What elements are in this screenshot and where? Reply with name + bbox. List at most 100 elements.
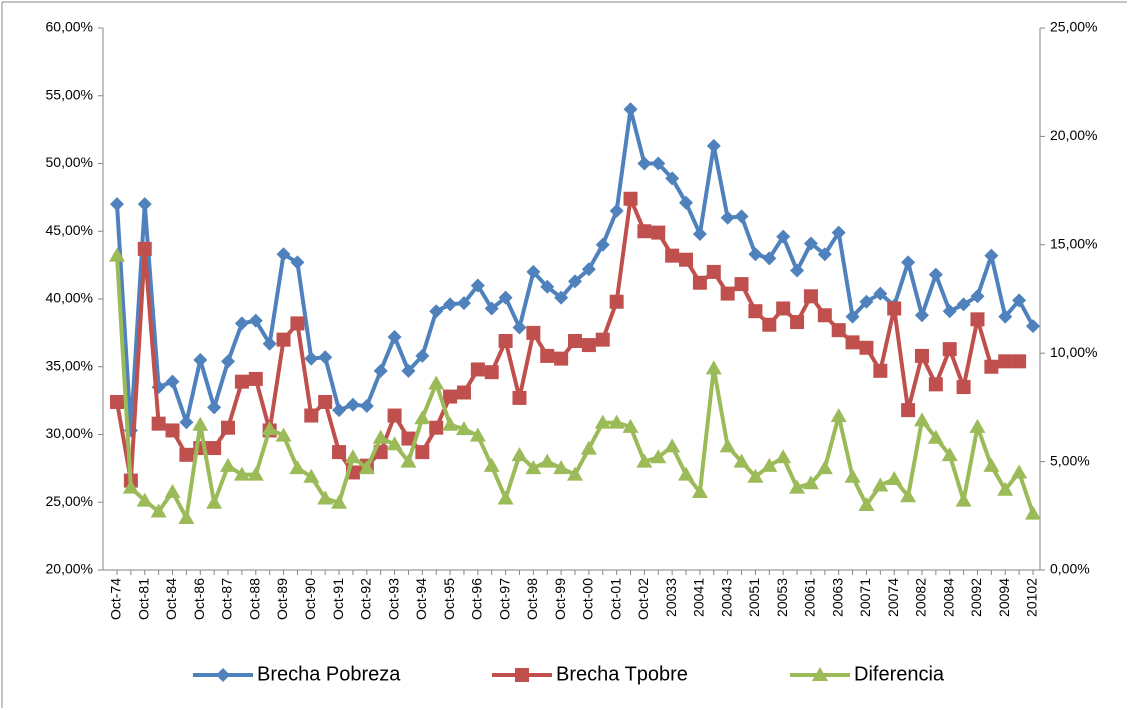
data-point bbox=[179, 447, 194, 462]
data-point bbox=[469, 427, 486, 442]
data-point bbox=[928, 377, 943, 392]
data-point bbox=[318, 394, 333, 409]
data-point bbox=[401, 363, 416, 378]
data-point bbox=[428, 375, 445, 390]
x-tick-label: Oct-93 bbox=[385, 578, 401, 620]
y2-tick-label: 25,00% bbox=[1050, 19, 1097, 35]
data-point bbox=[956, 380, 971, 395]
data-point bbox=[859, 294, 874, 309]
data-point bbox=[998, 309, 1013, 324]
y2-tick-label: 5,00% bbox=[1050, 452, 1090, 468]
data-point bbox=[358, 460, 375, 475]
data-point bbox=[998, 354, 1013, 369]
data-point bbox=[706, 138, 721, 153]
legend-label: Diferencia bbox=[854, 663, 945, 685]
data-point bbox=[762, 317, 777, 332]
data-point bbox=[1012, 293, 1027, 308]
x-tick-label: Oct-99 bbox=[552, 578, 568, 620]
data-point bbox=[484, 301, 499, 316]
y-tick-label: 60,00% bbox=[46, 19, 93, 35]
data-point bbox=[484, 365, 499, 380]
x-tick-label: Oct-94 bbox=[413, 578, 429, 620]
data-point bbox=[595, 237, 610, 252]
data-point bbox=[873, 286, 888, 301]
data-point bbox=[164, 483, 181, 498]
data-point bbox=[178, 509, 195, 524]
x-tick-label: Oct-88 bbox=[246, 578, 262, 620]
data-point bbox=[497, 490, 514, 505]
data-point bbox=[664, 438, 681, 453]
data-point bbox=[776, 301, 791, 316]
data-point bbox=[233, 466, 250, 481]
data-point bbox=[623, 102, 638, 117]
x-tick-label: 20041 bbox=[691, 578, 707, 617]
data-point bbox=[775, 449, 792, 464]
data-point bbox=[415, 445, 430, 460]
data-point bbox=[179, 415, 194, 430]
data-point bbox=[137, 197, 152, 212]
data-point bbox=[873, 363, 888, 378]
x-tick-label: Oct-89 bbox=[274, 578, 290, 620]
data-point bbox=[817, 247, 832, 262]
data-point bbox=[553, 460, 570, 475]
data-point bbox=[984, 359, 999, 374]
legend-marker bbox=[515, 668, 529, 682]
data-point bbox=[234, 316, 249, 331]
x-tick-label: Oct-87 bbox=[219, 578, 235, 620]
y-tick-label: 30,00% bbox=[46, 425, 93, 441]
data-point bbox=[221, 420, 236, 435]
data-point bbox=[720, 210, 735, 225]
data-point bbox=[997, 481, 1014, 496]
data-point bbox=[789, 479, 806, 494]
data-point bbox=[1011, 464, 1028, 479]
x-tick-label: Oct-01 bbox=[607, 578, 623, 620]
data-point bbox=[692, 275, 707, 290]
data-point bbox=[276, 247, 291, 262]
data-point bbox=[830, 408, 847, 423]
data-point bbox=[387, 329, 402, 344]
data-point bbox=[790, 315, 805, 330]
data-point bbox=[248, 313, 263, 328]
data-point bbox=[844, 468, 861, 483]
x-tick-label: Oct-84 bbox=[163, 578, 179, 620]
data-point bbox=[443, 297, 458, 312]
legend-label: Brecha Tpobre bbox=[556, 663, 688, 685]
data-point bbox=[845, 309, 860, 324]
x-tick-label: Oct-98 bbox=[524, 578, 540, 620]
data-point bbox=[207, 441, 222, 456]
data-point bbox=[526, 325, 541, 340]
data-point bbox=[748, 304, 763, 319]
data-point bbox=[304, 408, 319, 423]
data-point bbox=[679, 252, 694, 267]
data-point bbox=[122, 479, 139, 494]
data-point bbox=[900, 488, 917, 503]
data-point bbox=[290, 316, 305, 331]
x-tick-label: 20074 bbox=[885, 578, 901, 617]
data-point bbox=[651, 225, 666, 240]
data-point bbox=[276, 332, 291, 347]
data-point bbox=[831, 225, 846, 240]
data-point bbox=[594, 414, 611, 429]
data-point bbox=[109, 247, 125, 262]
data-point bbox=[762, 251, 777, 266]
data-point bbox=[304, 351, 319, 366]
data-point bbox=[608, 414, 625, 429]
data-point bbox=[636, 453, 653, 468]
data-point bbox=[540, 348, 555, 363]
data-point bbox=[318, 350, 333, 365]
x-tick-label: Oct-00 bbox=[580, 578, 596, 620]
data-point bbox=[665, 248, 680, 263]
data-point bbox=[1026, 319, 1040, 334]
data-point bbox=[706, 264, 721, 279]
data-point bbox=[665, 171, 680, 186]
data-point bbox=[705, 360, 722, 375]
data-point bbox=[1012, 354, 1027, 369]
x-tick-label: Oct-91 bbox=[330, 578, 346, 620]
y2-tick-label: 0,00% bbox=[1050, 561, 1090, 577]
data-point bbox=[567, 466, 583, 481]
data-point bbox=[733, 453, 750, 468]
legend-marker bbox=[216, 668, 230, 682]
legend-marker bbox=[812, 667, 828, 681]
data-point bbox=[734, 209, 749, 224]
